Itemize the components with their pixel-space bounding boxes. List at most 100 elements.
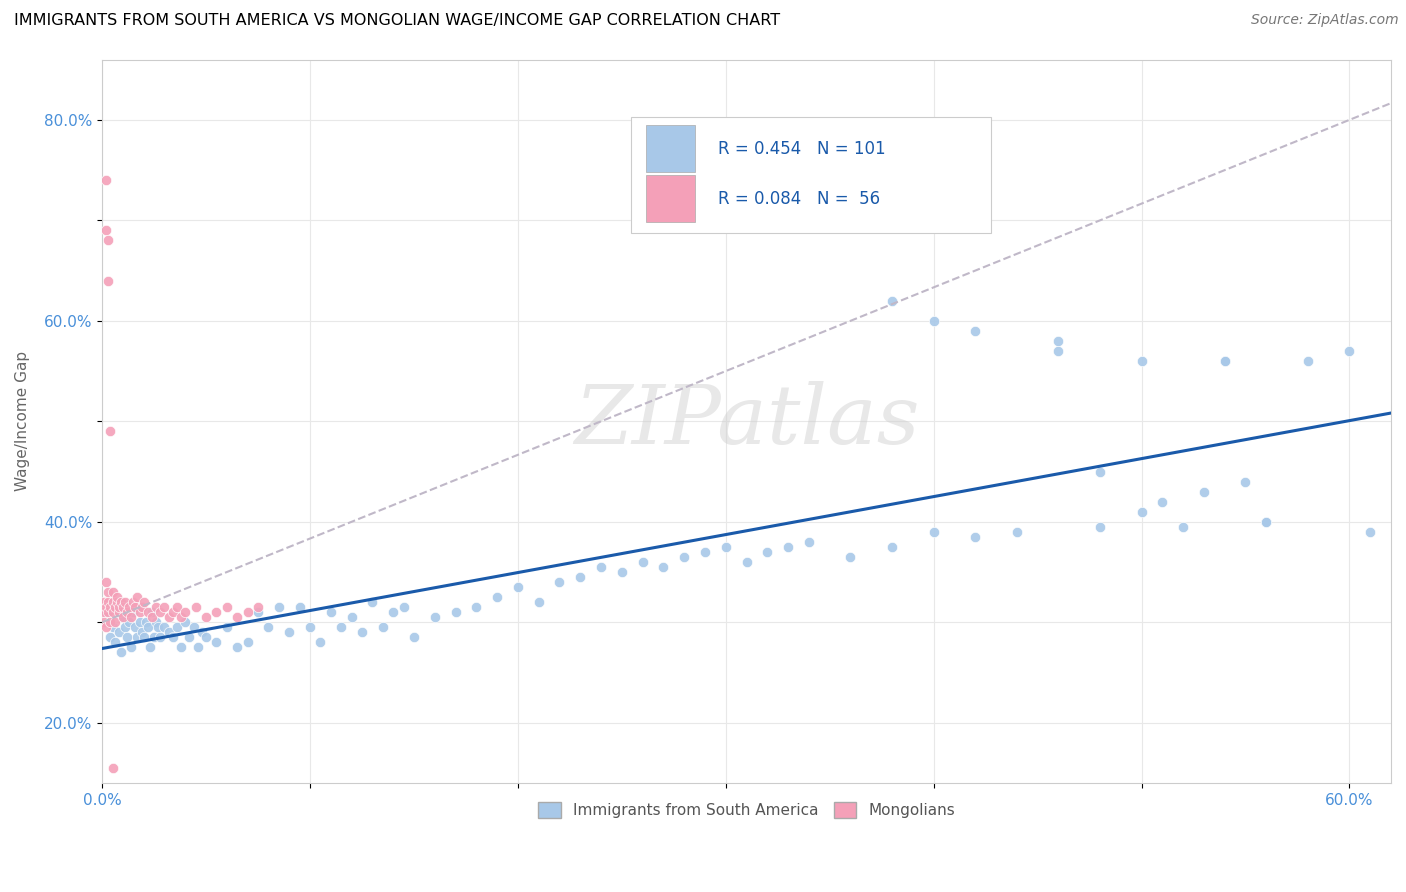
Text: R = 0.454   N = 101: R = 0.454 N = 101 <box>718 139 886 158</box>
Y-axis label: Wage/Income Gap: Wage/Income Gap <box>15 351 30 491</box>
Point <box>118 615 141 630</box>
Point <box>131 600 153 615</box>
Point <box>105 595 128 609</box>
Point <box>141 610 163 624</box>
Point <box>839 549 862 564</box>
Point <box>100 615 122 630</box>
Point <box>115 631 138 645</box>
Point <box>1171 520 1194 534</box>
Point <box>145 600 167 615</box>
Point <box>143 631 166 645</box>
Point <box>1234 475 1257 489</box>
Point <box>548 575 571 590</box>
Point <box>120 610 142 624</box>
Legend: Immigrants from South America, Mongolians: Immigrants from South America, Mongolian… <box>530 795 963 826</box>
Point <box>191 625 214 640</box>
Point <box>1005 524 1028 539</box>
Point <box>131 625 153 640</box>
Text: Source: ZipAtlas.com: Source: ZipAtlas.com <box>1251 13 1399 28</box>
Point <box>319 605 342 619</box>
Point <box>96 605 118 619</box>
Point <box>778 540 800 554</box>
Point <box>350 625 373 640</box>
Point <box>96 223 118 237</box>
Point <box>735 555 758 569</box>
Point <box>114 620 136 634</box>
Point <box>236 605 259 619</box>
Point <box>149 605 172 619</box>
Point <box>136 620 159 634</box>
Point <box>122 595 145 609</box>
Point <box>1213 354 1236 368</box>
Point <box>288 600 311 615</box>
Point <box>97 585 120 599</box>
Point <box>527 595 550 609</box>
Point <box>110 595 132 609</box>
Point <box>402 631 425 645</box>
Point <box>371 620 394 634</box>
Point <box>1130 354 1153 368</box>
Point <box>340 610 363 624</box>
FancyBboxPatch shape <box>645 125 695 172</box>
Point <box>506 580 529 594</box>
Point <box>1192 484 1215 499</box>
Point <box>922 524 945 539</box>
Point <box>226 640 249 655</box>
Point <box>465 600 488 615</box>
Text: ZIPatlas: ZIPatlas <box>574 381 920 461</box>
Point <box>631 555 654 569</box>
Point <box>120 640 142 655</box>
Point <box>136 605 159 619</box>
Point <box>382 605 405 619</box>
Point <box>179 631 201 645</box>
Point <box>1047 343 1070 358</box>
Point <box>157 610 180 624</box>
Point <box>174 615 197 630</box>
Point <box>111 610 134 624</box>
Point <box>267 600 290 615</box>
Point <box>114 595 136 609</box>
Point <box>1152 494 1174 508</box>
Point <box>880 540 903 554</box>
Point <box>226 610 249 624</box>
Point <box>141 605 163 619</box>
Point <box>135 615 157 630</box>
Point <box>101 620 124 634</box>
Point <box>1256 515 1278 529</box>
Point <box>100 631 122 645</box>
Point <box>278 625 301 640</box>
Point <box>157 625 180 640</box>
Point <box>183 620 205 634</box>
Point <box>714 540 737 554</box>
Point <box>145 615 167 630</box>
Point <box>361 595 384 609</box>
Point <box>486 590 509 604</box>
Point <box>205 635 228 649</box>
Point <box>100 600 122 615</box>
Point <box>652 560 675 574</box>
Point <box>103 635 125 649</box>
Point <box>101 605 124 619</box>
Point <box>205 605 228 619</box>
Point <box>170 610 193 624</box>
Point <box>107 625 129 640</box>
Point <box>148 620 170 634</box>
Point <box>97 605 120 619</box>
Point <box>1047 334 1070 348</box>
Point <box>118 600 141 615</box>
Point <box>122 605 145 619</box>
Point <box>166 620 188 634</box>
Point <box>392 600 415 615</box>
Point <box>96 575 118 590</box>
Point <box>1088 520 1111 534</box>
Point <box>257 620 280 634</box>
Point <box>184 600 207 615</box>
Point <box>105 600 128 615</box>
Point <box>195 631 218 645</box>
Point <box>170 640 193 655</box>
Point <box>96 600 118 615</box>
Point <box>128 605 150 619</box>
Point <box>589 560 612 574</box>
Point <box>673 549 696 564</box>
Point <box>139 640 162 655</box>
